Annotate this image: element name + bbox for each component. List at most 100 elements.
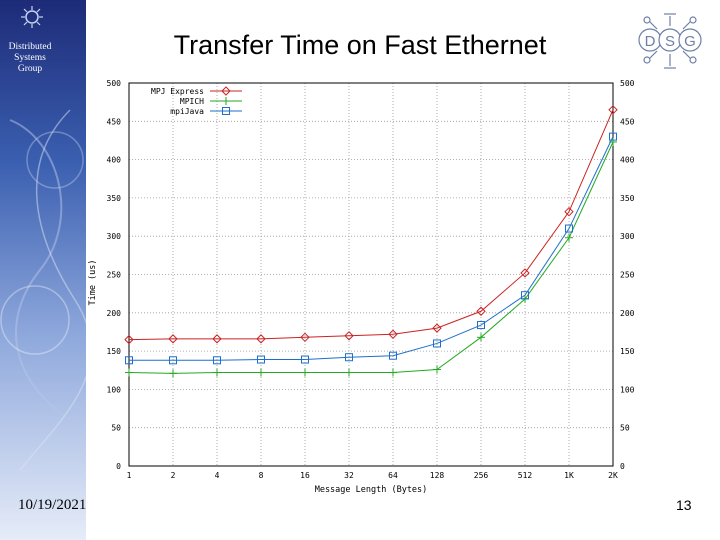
- y-tick-label: 150: [620, 347, 635, 356]
- x-tick-label: 4: [215, 471, 220, 480]
- page-number: 13: [676, 497, 692, 513]
- legend-label: mpiJava: [170, 107, 204, 116]
- logo-letter: G: [684, 33, 696, 50]
- data-point: [124, 334, 134, 345]
- series-line: [128, 141, 614, 374]
- sidebar-banner: Distributed Systems Group: [0, 0, 86, 540]
- data-point: [389, 368, 397, 377]
- y-tick-label: 250: [620, 271, 635, 280]
- x-tick-label: 128: [430, 471, 445, 480]
- data-point: [213, 356, 221, 365]
- data-point: [213, 368, 221, 377]
- data-point: [476, 306, 486, 316]
- data-point: [345, 353, 353, 362]
- chart-grid: [128, 82, 614, 467]
- y-tick-label: 150: [107, 347, 122, 356]
- x-tick-label: 64: [388, 471, 398, 480]
- series-line: [128, 109, 614, 341]
- data-point: [222, 97, 230, 105]
- slide-date: 10/19/2021: [18, 497, 87, 513]
- y-tick-label: 400: [107, 156, 122, 165]
- data-point: [565, 233, 573, 242]
- data-point: [477, 333, 485, 342]
- x-tick-label: 16: [300, 471, 310, 480]
- group-name-line: Systems: [14, 53, 46, 63]
- y-tick-label: 450: [107, 117, 122, 126]
- group-name-line: Group: [17, 64, 43, 74]
- data-point: [344, 331, 354, 341]
- series-mpich: [125, 137, 617, 378]
- data-point: [257, 368, 265, 377]
- data-point: [222, 107, 230, 115]
- y-tick-label: 0: [620, 462, 625, 471]
- logo-letter: D: [645, 33, 656, 50]
- y-tick-label: 0: [116, 462, 121, 471]
- y-tick-label: 300: [107, 232, 122, 241]
- y-tick-label: 200: [107, 309, 122, 318]
- sidebar-decoration: [0, 6, 86, 471]
- y-tick-label: 350: [620, 194, 635, 203]
- x-tick-labels: 1 2 4 8 16 32 64 128 256 512 1K 2K: [127, 471, 618, 480]
- x-tick-label: 1: [127, 471, 132, 480]
- y-tick-label: 400: [620, 156, 635, 165]
- data-point: [301, 355, 309, 364]
- data-point: [609, 132, 617, 141]
- legend-label: MPJ Express: [151, 87, 204, 96]
- y-tick-label: 500: [107, 79, 122, 88]
- x-axis-label: Message Length (Bytes): [315, 485, 428, 495]
- series-mpj-express: [124, 105, 618, 345]
- plot-frame: [128, 82, 614, 467]
- x-tick-label: 32: [344, 471, 354, 480]
- data-point: [477, 321, 485, 330]
- dsg-logo: D S G: [638, 13, 702, 69]
- data-point: [433, 339, 441, 348]
- data-point: [256, 334, 266, 344]
- y-tick-label: 100: [107, 385, 122, 394]
- data-point: [300, 332, 310, 343]
- data-point: [221, 86, 231, 96]
- data-point: [520, 268, 530, 278]
- x-tick-label: 2: [171, 471, 176, 480]
- data-point: [125, 368, 133, 377]
- data-point: [521, 291, 529, 300]
- y-tick-label: 300: [620, 232, 635, 241]
- data-point: [169, 369, 177, 378]
- y-tick-labels-left: 0 50 100 150 200 250 300 350 400 450 500: [107, 79, 122, 471]
- data-point: [301, 368, 309, 377]
- group-name-line: Distributed: [8, 42, 52, 52]
- data-point: [608, 105, 618, 115]
- series-line: [129, 136, 614, 361]
- series-mpijava: [125, 132, 617, 365]
- data-point: [433, 365, 441, 374]
- data-point: [389, 351, 397, 360]
- data-point: [169, 356, 177, 365]
- x-tick-label: 2K: [608, 471, 618, 480]
- data-point: [388, 329, 398, 339]
- data-point: [168, 334, 178, 344]
- y-tick-label: 350: [107, 194, 122, 203]
- data-point: [432, 323, 442, 333]
- y-tick-label: 200: [620, 309, 635, 318]
- data-point: [345, 368, 353, 377]
- group-name: Distributed Systems Group: [0, 42, 60, 75]
- x-tick-label: 8: [259, 471, 264, 480]
- data-point: [212, 334, 222, 344]
- data-point: [565, 224, 573, 233]
- data-point: [125, 356, 133, 365]
- x-tick-label: 256: [474, 471, 489, 480]
- y-tick-labels-right: 0 50 100 150 200 250 300 350 400 450 500: [620, 79, 635, 471]
- data-point: [564, 206, 574, 217]
- chart-series: [124, 105, 618, 378]
- x-tick-label: 512: [518, 471, 533, 480]
- y-tick-label: 500: [620, 79, 635, 88]
- y-axis-label: Time (us): [88, 259, 98, 305]
- logo-letter: S: [665, 33, 675, 50]
- x-tick-label: 1K: [564, 471, 574, 480]
- y-tick-label: 450: [620, 117, 635, 126]
- y-tick-label: 50: [111, 424, 121, 433]
- y-tick-label: 50: [620, 424, 630, 433]
- y-tick-label: 250: [107, 271, 122, 280]
- y-tick-label: 100: [620, 385, 635, 394]
